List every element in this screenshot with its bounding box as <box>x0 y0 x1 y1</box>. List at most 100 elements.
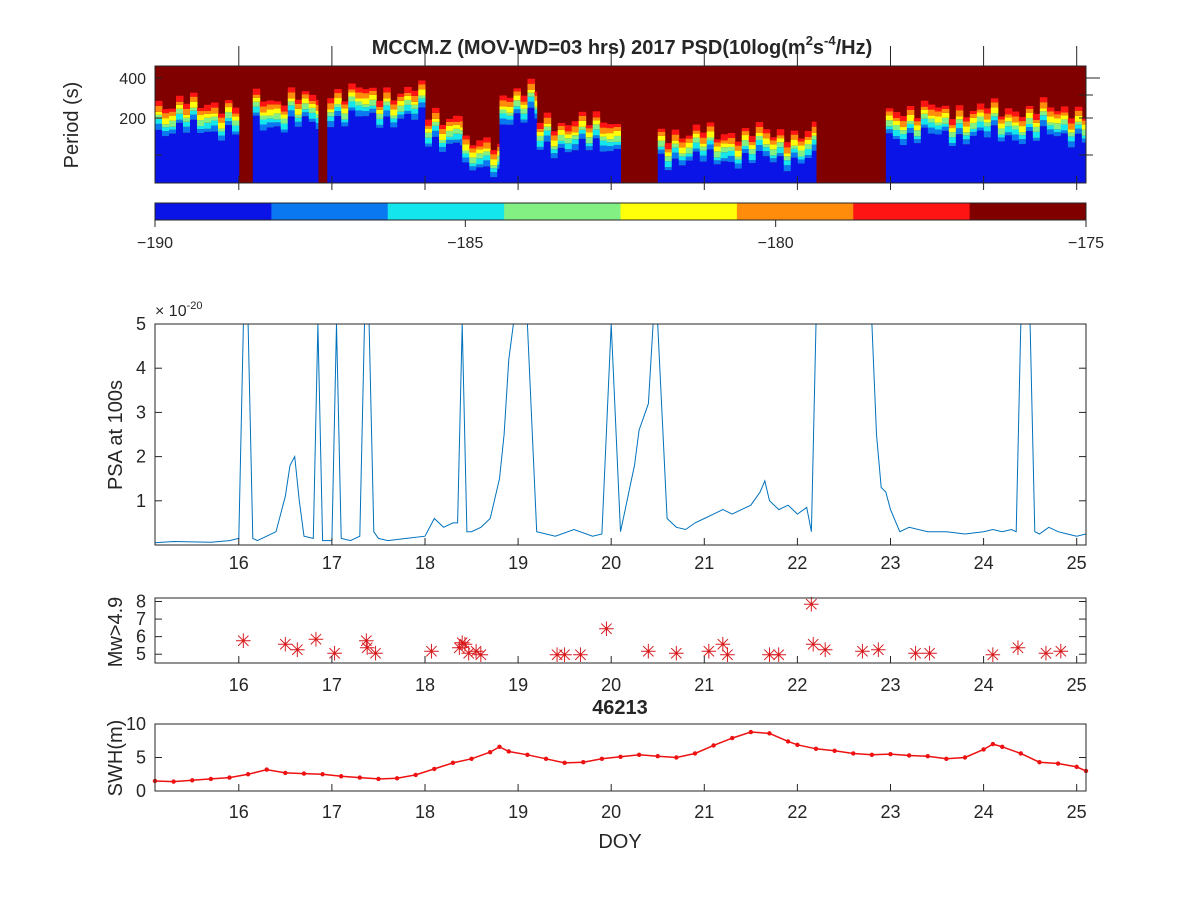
spectrogram-cell <box>1011 116 1020 123</box>
spectrogram-cell <box>280 111 289 115</box>
spectrogram-cell <box>606 128 615 134</box>
spectrogram-cell <box>490 154 498 160</box>
spectrogram-cell <box>948 128 957 133</box>
spectrogram-cell <box>169 133 177 183</box>
spectrogram-cell <box>769 158 778 163</box>
spectrogram-cell <box>664 161 673 168</box>
spectrogram-cell <box>438 139 447 143</box>
spectrogram-cell <box>664 143 673 150</box>
spectrogram-cell <box>585 132 594 138</box>
spectrogram-cell <box>483 142 491 149</box>
spectrogram-cell <box>334 111 342 117</box>
spectrogram-cell <box>762 144 771 148</box>
spectrogram-cell <box>657 146 666 150</box>
spectrogram-cell <box>483 137 491 143</box>
spectrogram-cell <box>955 134 964 183</box>
spectrogram-cell <box>266 118 275 123</box>
spectrogram-cell <box>797 138 806 142</box>
spectrogram-cell <box>308 121 317 183</box>
spectrogram-cell <box>232 134 240 183</box>
spectrogram-cell <box>557 140 566 144</box>
mw-point: ✳ <box>423 640 440 664</box>
spectrogram-cell <box>287 98 296 102</box>
spectrogram-cell <box>520 119 528 123</box>
spectrogram-cell <box>218 113 226 118</box>
spectrogram-cell <box>797 159 806 164</box>
spectrogram-cell <box>348 92 356 97</box>
spectrogram-cell <box>804 143 813 149</box>
spectrogram-cell <box>1074 133 1083 183</box>
spectrogram-cell <box>606 142 615 147</box>
spectrogram-cell <box>613 141 621 145</box>
spectrogram-cell <box>383 87 391 93</box>
mw-point: ✳ <box>668 641 685 665</box>
spectrogram-cell <box>550 135 559 141</box>
spectrogram-cell <box>671 147 680 153</box>
spectrogram-cell <box>527 83 535 90</box>
spectrogram-cell <box>438 133 447 140</box>
x-tick-label: 22 <box>787 553 807 573</box>
spectrogram-cell <box>452 128 461 134</box>
spectrogram-cell <box>1067 132 1076 137</box>
spectrogram-cell <box>513 91 521 96</box>
spectrogram-cell <box>162 127 170 132</box>
spectrogram-cell <box>497 164 500 169</box>
spectrogram-cell <box>411 104 419 109</box>
spectrogram-cell <box>341 108 349 114</box>
colorbar-tick-label: −185 <box>447 235 483 252</box>
spectrogram-cell <box>431 112 440 119</box>
swh-y-label: SWH(m) <box>105 720 127 797</box>
spectrogram-cell <box>232 120 240 126</box>
spectrogram-cell <box>390 127 398 183</box>
spectrogram-cell <box>190 96 198 102</box>
spectrogram-cell <box>259 106 268 113</box>
spectrogram-cell <box>431 130 440 137</box>
spectrogram-cell <box>259 124 268 131</box>
spectrogram-cell <box>599 145 608 152</box>
swh-point <box>925 753 930 759</box>
spectrogram-cell <box>734 159 743 164</box>
spectrogram-cell <box>162 113 170 119</box>
spectrogram-cell <box>592 129 601 136</box>
colorbar-box <box>154 202 1087 221</box>
spectrogram-cell <box>934 129 943 135</box>
spectrogram-cell <box>769 140 778 145</box>
spectrogram-cell <box>490 172 498 178</box>
spectrogram-cell <box>899 121 908 128</box>
swh-point <box>208 776 214 782</box>
spectrogram-panel: 200 400 Period (s) <box>61 46 1100 190</box>
spectrogram-cell <box>804 154 813 158</box>
spectrogram-cell <box>969 128 978 132</box>
spectrogram-cell <box>1053 118 1062 124</box>
mw-point: ✳ <box>803 592 820 616</box>
spectrogram-cell <box>397 111 405 115</box>
spectrogram-cell <box>348 110 356 183</box>
spectrogram-cell <box>176 122 184 183</box>
spectrogram-cell <box>355 116 363 183</box>
spectrogram-cell <box>948 143 957 147</box>
spectrogram-cell <box>169 129 177 134</box>
spectrogram-cell <box>390 104 398 110</box>
spectrogram-cell <box>273 101 282 105</box>
spectrogram-cell <box>811 135 817 140</box>
spectrogram-cell <box>906 109 915 115</box>
mw-point: ✳ <box>556 643 573 667</box>
spectrogram-cell <box>397 100 405 106</box>
spectrogram-cell <box>899 139 908 146</box>
swh-point <box>543 756 549 762</box>
swh-point <box>730 735 735 741</box>
spectrogram-cell <box>1025 124 1034 128</box>
spectrogram-cell <box>811 126 817 133</box>
swh-point <box>851 751 856 756</box>
psa-series-line <box>155 324 1086 544</box>
spectrogram-cell <box>397 96 405 101</box>
spectrogram-cell <box>741 131 750 136</box>
spectrogram-cell <box>162 109 170 114</box>
spectrogram-cell <box>734 163 743 169</box>
spectrogram-cell <box>266 122 275 128</box>
spectrogram-cell <box>613 135 621 142</box>
spectrogram-cell <box>734 168 743 183</box>
spectrogram-cell <box>699 146 708 151</box>
spectrogram-cell <box>678 153 687 157</box>
